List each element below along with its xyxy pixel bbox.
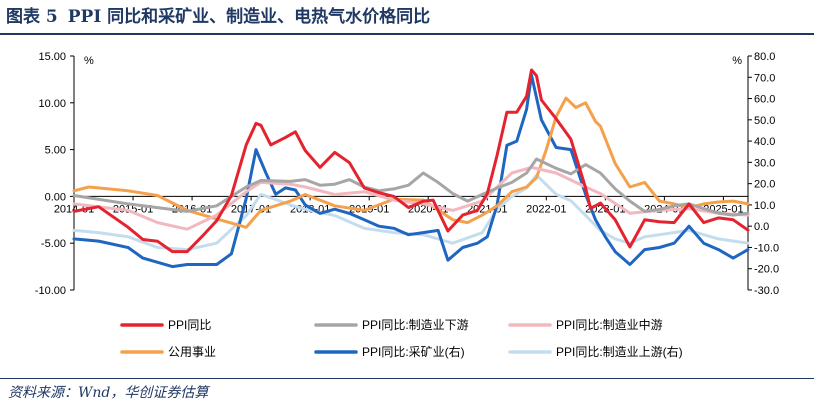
left-unit-label: %	[84, 55, 94, 67]
right-tick-label: 20.0	[754, 179, 775, 191]
left-tick-label: 5.00	[45, 145, 66, 157]
left-tick-label: 15.00	[38, 51, 66, 63]
chart-axes: 15.00 10.00 5.00 0.00 -5.00 -10.00 80.0 70.0 60.…	[35, 51, 779, 297]
right-tick-label: -30.0	[754, 285, 779, 297]
right-tick-label: -20.0	[754, 264, 779, 276]
series-line-4	[72, 73, 750, 269]
legend-label-2: PPI同比:制造业中游	[556, 317, 663, 332]
figure-title: 图表 5 PPI 同比和采矿业、制造业、电热气水价格同比	[6, 2, 806, 32]
legend-label-0: PPI同比	[168, 318, 211, 332]
right-tick-label: 60.0	[754, 94, 775, 106]
right-tick-label: -10.0	[754, 242, 779, 254]
legend-label-1: PPI同比:制造业下游	[362, 318, 469, 332]
legend-label-3: 公用事业	[168, 345, 216, 359]
legend-label-5: PPI同比:制造业上游(右)	[556, 344, 683, 359]
chart-canvas: 15.00 10.00 5.00 0.00 -5.00 -10.00 80.0 70.0 60.…	[35, 51, 779, 359]
source-rule	[0, 378, 814, 379]
series-line-2	[72, 165, 750, 231]
left-tick-label: -10.00	[35, 285, 66, 297]
source-note: 资料来源：Wnd，华创证券估算	[8, 385, 209, 401]
left-tick-label: 10.00	[38, 98, 66, 110]
series-line-3	[72, 96, 750, 229]
series-line-5	[72, 173, 750, 252]
right-tick-label: 50.0	[754, 115, 775, 127]
series-line-1	[72, 157, 750, 217]
right-tick-label: 70.0	[754, 72, 775, 84]
right-tick-label: 0.0	[754, 221, 769, 233]
chart-series	[72, 68, 750, 269]
right-unit-label: %	[732, 55, 742, 67]
left-tick-label: -5.00	[41, 238, 66, 250]
x-tick-label: 2022-01	[526, 203, 566, 215]
figure-label: 图表 5	[6, 7, 58, 27]
title-rule	[0, 33, 814, 35]
right-tick-label: 10.0	[754, 200, 775, 212]
left-tick-label: 0.00	[45, 191, 66, 203]
series-line-0	[72, 68, 750, 254]
right-tick-label: 40.0	[754, 136, 775, 148]
figure-title-text: PPI 同比和采矿业、制造业、电热气水价格同比	[67, 7, 431, 27]
right-tick-label: 80.0	[754, 51, 775, 63]
right-tick-label: 30.0	[754, 157, 775, 169]
legend-label-4: PPI同比:采矿业(右)	[362, 344, 465, 359]
